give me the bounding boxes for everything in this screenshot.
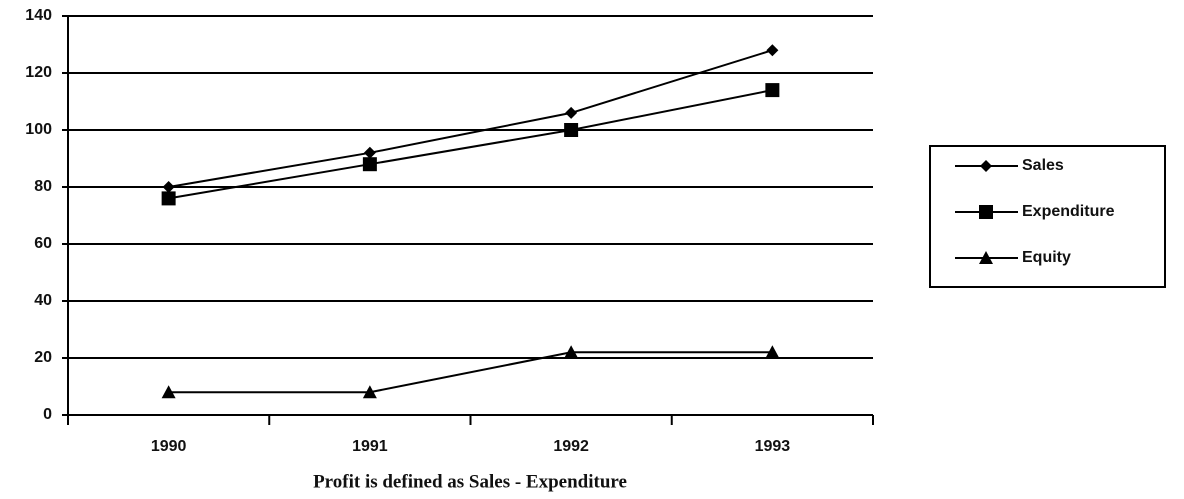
legend-box [929, 145, 1166, 288]
y-tick-label: 100 [25, 121, 52, 138]
legend-marker [979, 205, 993, 219]
x-tick-label: 1993 [755, 438, 791, 455]
data-point [564, 123, 579, 137]
y-tick-label: 120 [25, 64, 52, 81]
y-tick-label: 0 [43, 406, 52, 423]
data-point [161, 191, 176, 206]
y-tick-label: 40 [34, 292, 52, 309]
data-point [161, 385, 176, 399]
data-point [765, 345, 780, 359]
data-point [565, 106, 578, 119]
data-point [362, 157, 377, 172]
legend-label: Sales [1022, 157, 1064, 174]
x-tick-label: 1992 [553, 438, 589, 455]
y-tick-label: 140 [25, 7, 52, 24]
data-point [362, 385, 377, 399]
data-point [765, 83, 780, 98]
y-tick-label: 80 [34, 178, 52, 195]
data-point [363, 146, 376, 159]
series-line [168, 351, 773, 394]
series-line [168, 89, 773, 200]
legend-marker [980, 160, 992, 172]
x-tick-label: 1991 [352, 438, 388, 455]
data-point [766, 44, 779, 57]
y-tick-label: 60 [34, 235, 52, 252]
data-point [564, 345, 579, 359]
legend-label: Equity [1022, 249, 1071, 266]
x-tick-label: 1990 [151, 438, 187, 455]
legend-label: Expenditure [1022, 203, 1115, 220]
y-tick-label: 20 [34, 349, 52, 366]
data-point [162, 181, 175, 193]
series-line [168, 49, 773, 188]
x-axis-label: Profit is defined as Sales - Expenditure [313, 471, 627, 492]
legend-marker [979, 251, 993, 264]
